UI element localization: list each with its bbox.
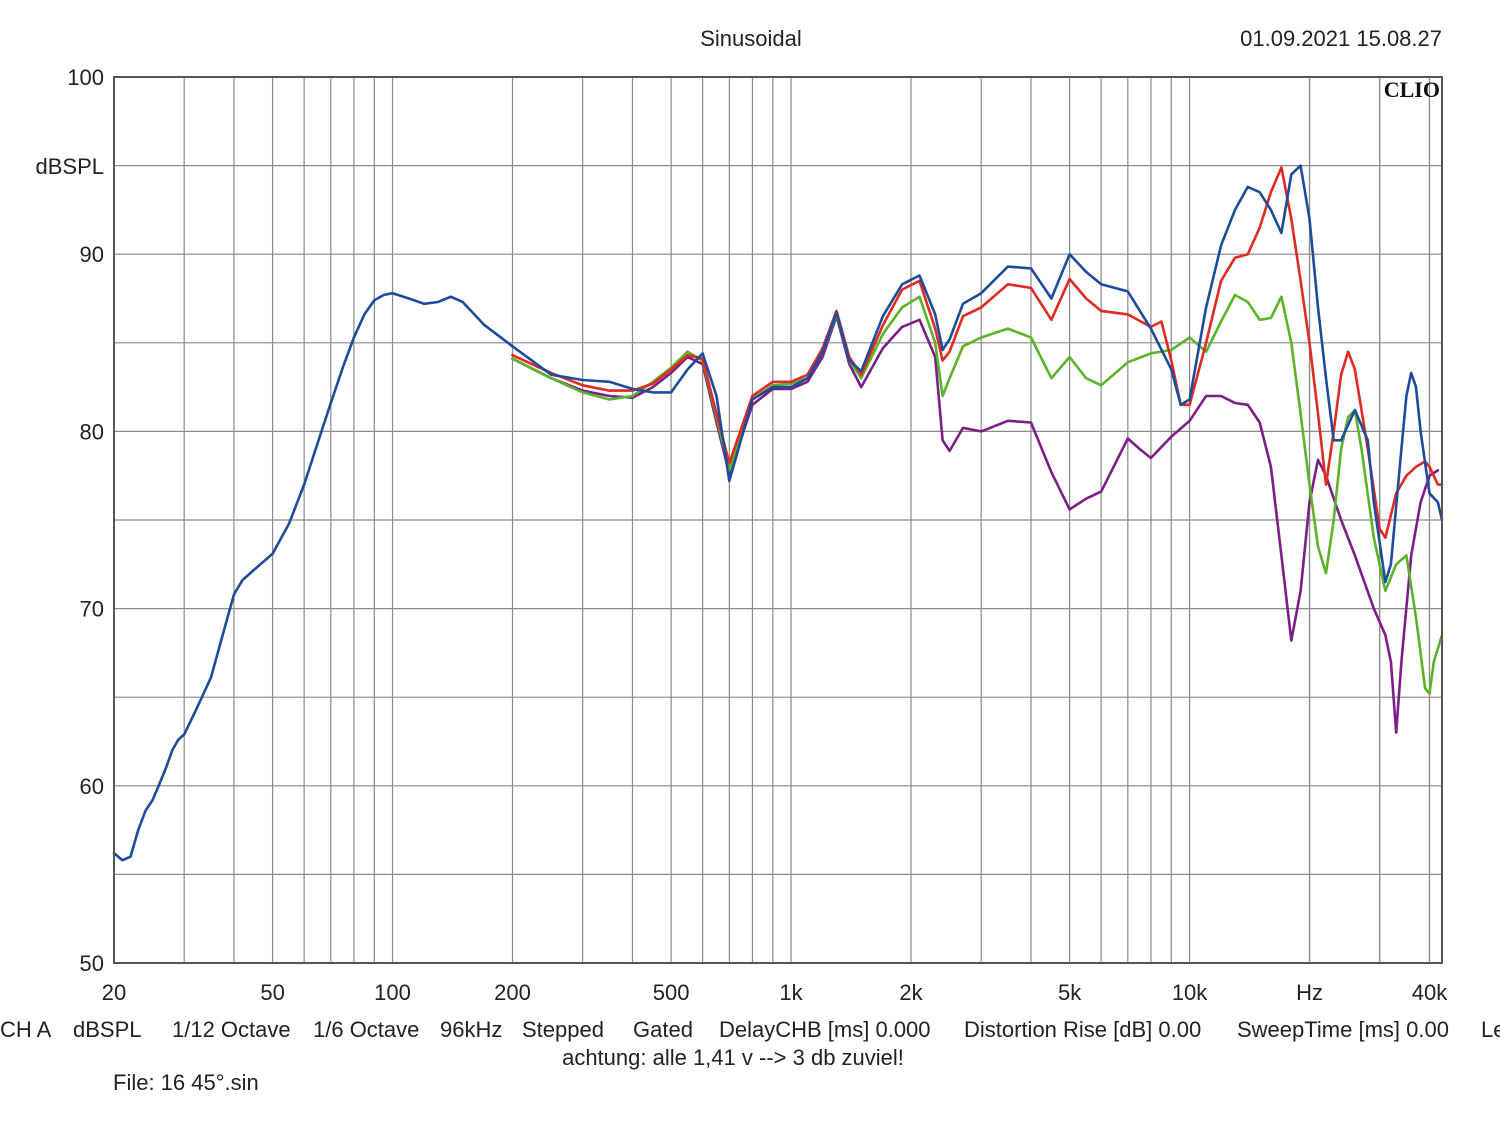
- x-tick-label: 100: [374, 980, 411, 1005]
- plot-frame: [113, 76, 1443, 964]
- channel: CH A: [0, 1017, 52, 1042]
- y-tick-label: 100: [67, 65, 104, 90]
- y-tick-label: 70: [80, 597, 104, 622]
- series-line-1: [511, 314, 1440, 734]
- x-tick-label: 50: [260, 980, 284, 1005]
- y-tick-label: 50: [80, 951, 104, 976]
- x-tick-labels: 20 50 100 200 500 1k 2k 5k 10k Hz 40k: [102, 980, 1448, 1005]
- x-tick-label: Hz: [1296, 980, 1323, 1005]
- x-tick-label: 40k: [1412, 980, 1448, 1005]
- sample-rate: 96kHz: [440, 1017, 503, 1042]
- series-line-2: [511, 293, 1444, 695]
- smoothing-2: 1/6 Octave: [313, 1017, 420, 1042]
- x-tick-label: 500: [653, 980, 690, 1005]
- timestamp: 01.09.2021 15.08.27: [1240, 26, 1442, 51]
- distortion-info: Distortion Rise [dB] 0.00: [964, 1017, 1202, 1042]
- sweep-mode: Stepped: [522, 1017, 604, 1042]
- window-mode: Gated: [633, 1017, 693, 1042]
- y-axis-label: dBSPL: [36, 154, 105, 179]
- x-tick-label: 5k: [1058, 980, 1082, 1005]
- delay-info: DelayCHB [ms] 0.000: [719, 1017, 931, 1042]
- x-tick-label: 1k: [779, 980, 803, 1005]
- x-tick-label: 200: [494, 980, 531, 1005]
- y-tick-label: 80: [80, 419, 104, 444]
- unit: dBSPL: [73, 1017, 142, 1042]
- clio-logo: CLIO: [1384, 77, 1440, 102]
- frequency-response-chart: Sinusoidal 01.09.2021 15.08.27 100 90 80 70…: [36, 26, 1449, 1005]
- chart-title: Sinusoidal: [700, 26, 802, 51]
- file-name: File: 16 45°.sin: [113, 1070, 259, 1095]
- y-tick-labels: 100 90 80 70 60 50: [67, 65, 104, 976]
- sweep-time-info: SweepTime [ms] 0.00: [1237, 1017, 1449, 1042]
- x-tick-label: 2k: [899, 980, 923, 1005]
- note: achtung: alle 1,41 v --> 3 db zuviel!: [562, 1045, 904, 1070]
- y-tick-label: 90: [80, 242, 104, 267]
- y-tick-label: 60: [80, 774, 104, 799]
- grid: [114, 77, 1442, 963]
- x-tick-label: 10k: [1172, 980, 1208, 1005]
- x-tick-label: 20: [102, 980, 126, 1005]
- truncated-label: Le: [1481, 1017, 1500, 1042]
- series-line-3: [511, 166, 1444, 539]
- smoothing-1: 1/12 Octave: [172, 1017, 291, 1042]
- series-lines: [112, 164, 1444, 862]
- series-line-4: [112, 164, 1444, 862]
